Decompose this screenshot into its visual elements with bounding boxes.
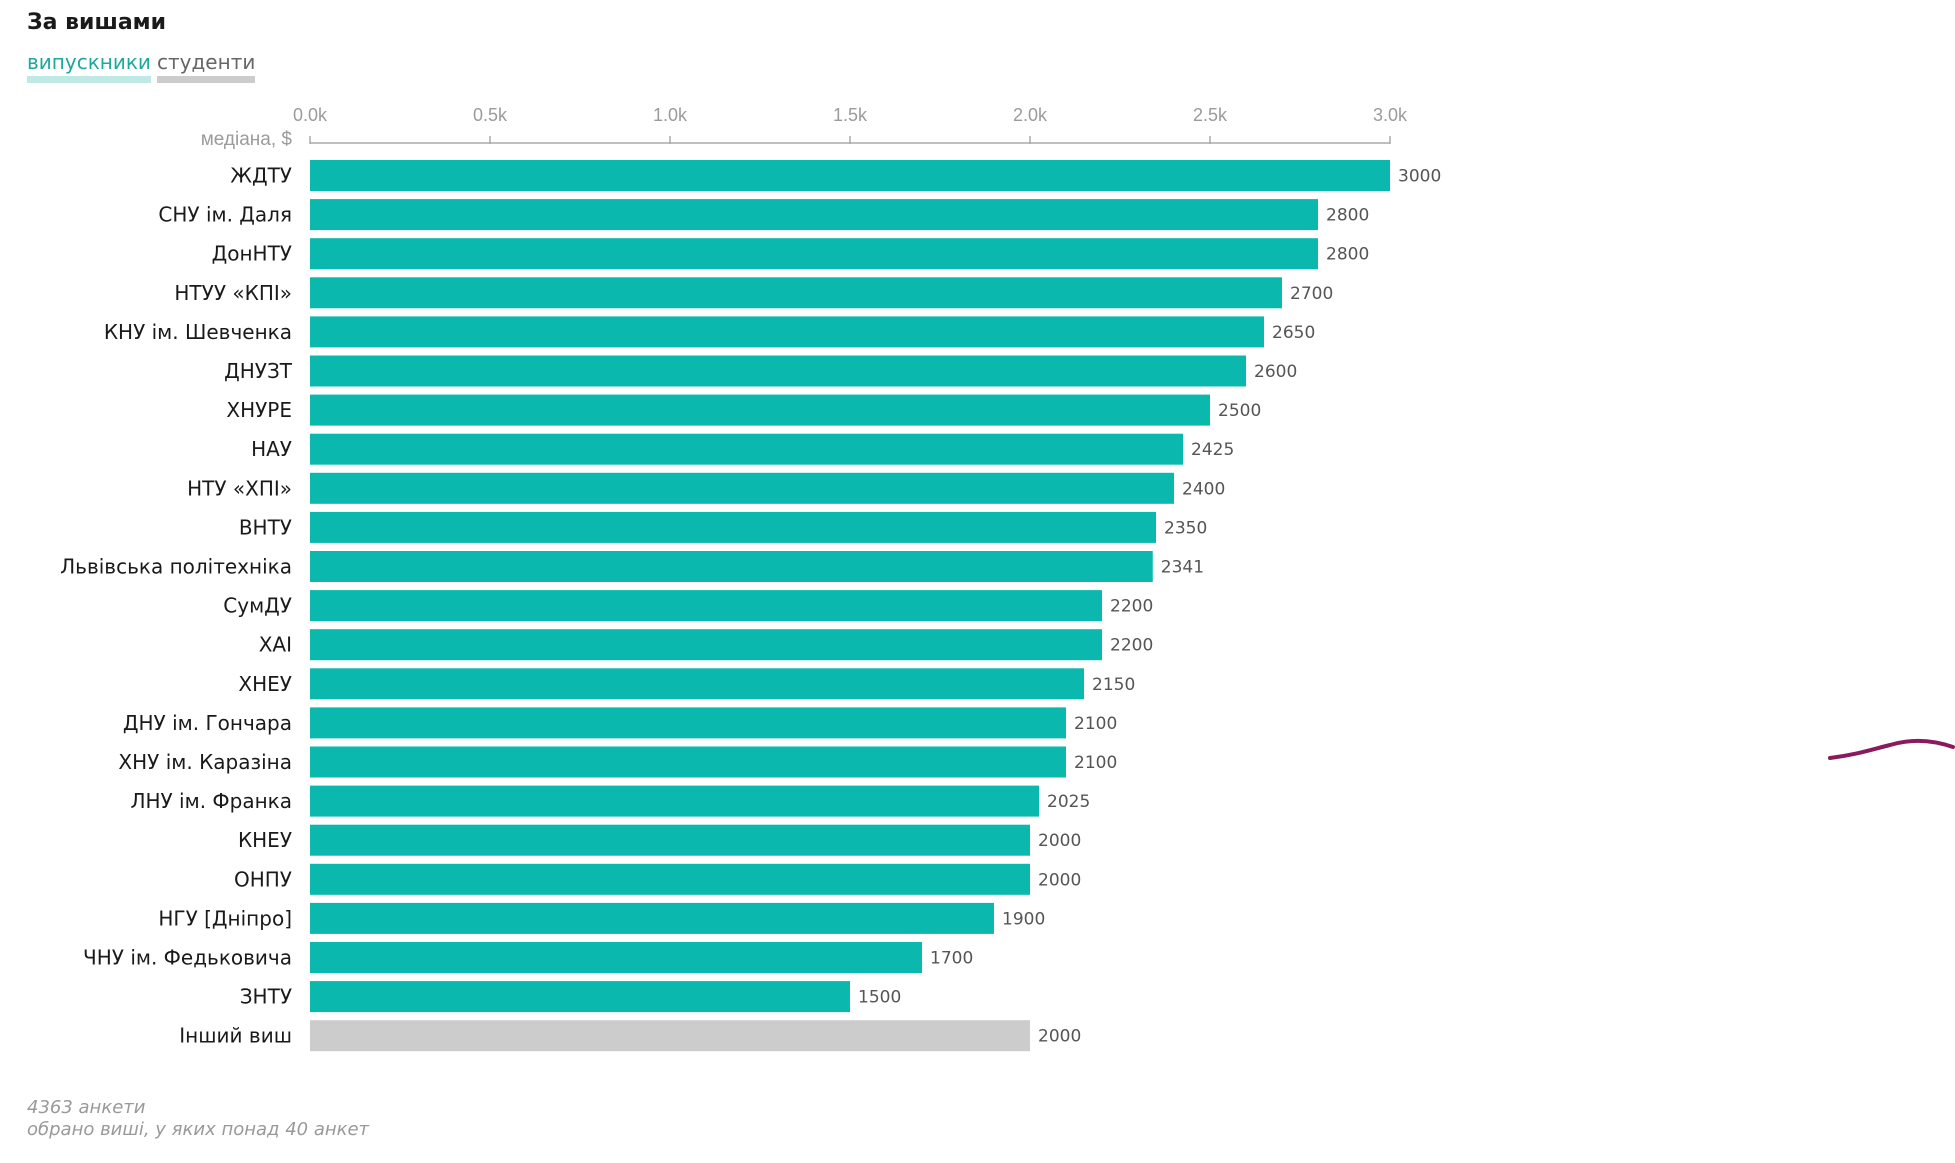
x-tick-label: 3.0k [1373, 105, 1408, 125]
bar[interactable] [310, 981, 850, 1013]
bar[interactable] [310, 551, 1153, 582]
category-label: ДНУ ім. Гончара [123, 711, 292, 735]
value-label: 2200 [1110, 636, 1153, 656]
bar[interactable] [310, 160, 1390, 191]
value-label: 2800 [1326, 206, 1369, 226]
category-label: НГУ [Дніпро] [158, 906, 292, 930]
category-label: Львівська політехніка [60, 555, 292, 579]
tab-graduates[interactable]: випускники [27, 50, 151, 83]
bar[interactable] [310, 511, 1156, 543]
bar[interactable] [310, 1020, 1030, 1052]
bar[interactable] [310, 746, 1066, 778]
category-label: НАУ [251, 437, 292, 461]
annotation-stroke [1828, 738, 1955, 760]
bar[interactable] [310, 472, 1174, 504]
bar[interactable] [310, 942, 922, 973]
bars: ЖДТУ 3000 СНУ ім. Даля 2800 ДонНТУ 2800 НТУУ «… [60, 160, 1441, 1052]
bar[interactable] [310, 277, 1282, 309]
value-label: 2200 [1110, 597, 1153, 617]
category-label: ОНПУ [234, 867, 292, 891]
bar[interactable] [310, 629, 1102, 661]
x-tick-label: 1.5k [833, 105, 868, 125]
category-label: ХНУРЕ [226, 398, 292, 422]
value-label: 1900 [1002, 909, 1045, 929]
category-label: ДНУЗТ [224, 359, 293, 383]
tab-students[interactable]: студенти [157, 50, 256, 83]
value-label: 2600 [1254, 362, 1297, 382]
value-label: 1700 [930, 949, 973, 969]
bar[interactable] [310, 863, 1030, 895]
category-label: ЗНТУ [240, 985, 292, 1009]
value-label: 2100 [1074, 714, 1117, 734]
value-label: 1500 [858, 988, 901, 1008]
bar[interactable] [310, 433, 1183, 465]
bar[interactable] [310, 902, 994, 934]
y-axis-label: медіана, $ [201, 129, 293, 150]
category-label: ХНУ ім. Каразіна [118, 750, 292, 774]
value-label: 2350 [1164, 518, 1207, 538]
category-label: СНУ ім. Даля [158, 203, 292, 227]
value-label: 2000 [1038, 870, 1081, 890]
value-label: 2425 [1191, 440, 1234, 460]
category-label: НТУУ «КПІ» [174, 281, 292, 305]
footnote-survey-count: 4363 анкети [27, 1097, 146, 1118]
chart-title: За вишами [27, 10, 167, 35]
x-tick-label: 1.0k [653, 105, 688, 125]
x-axis: 0.0k 0.5k 1.0k 1.5k 2.0k 2.5k 3.0k [293, 105, 1408, 144]
value-label: 3000 [1398, 167, 1441, 187]
category-label: ЛНУ ім. Франка [130, 789, 292, 813]
bar[interactable] [310, 316, 1264, 348]
bar[interactable] [310, 785, 1039, 817]
value-label: 2000 [1038, 1027, 1081, 1047]
x-tick-label: 0.0k [293, 105, 328, 125]
bar[interactable] [310, 355, 1246, 387]
value-label: 2025 [1047, 792, 1090, 812]
x-tick-label: 0.5k [473, 105, 508, 125]
bar[interactable] [310, 668, 1084, 700]
x-tick-label: 2.5k [1193, 105, 1228, 125]
footnote-selection: обрано виші, у яких понад 40 анкет [27, 1119, 370, 1140]
category-label: ЖДТУ [230, 164, 292, 188]
category-label: Інший виш [179, 1024, 292, 1048]
category-label: НТУ «ХПІ» [187, 476, 292, 500]
bar[interactable] [310, 238, 1318, 270]
category-label: ХНЕУ [238, 672, 292, 696]
value-label: 2800 [1326, 245, 1369, 265]
bar[interactable] [310, 824, 1030, 856]
x-tick-label: 2.0k [1013, 105, 1048, 125]
value-label: 2341 [1161, 558, 1204, 578]
value-label: 2100 [1074, 753, 1117, 773]
bar[interactable] [310, 199, 1318, 231]
category-label: ДонНТУ [212, 242, 292, 266]
value-label: 2650 [1272, 323, 1315, 343]
bar[interactable] [310, 707, 1066, 739]
category-label: ВНТУ [239, 515, 292, 539]
category-label: КНЕУ [238, 828, 292, 852]
category-label: ХАІ [259, 633, 292, 657]
bar[interactable] [310, 394, 1210, 426]
value-label: 2700 [1290, 284, 1333, 304]
category-label: СумДУ [223, 594, 292, 618]
value-label: 2150 [1092, 675, 1135, 695]
value-label: 2000 [1038, 831, 1081, 851]
value-label: 2500 [1218, 401, 1261, 421]
category-label: ЧНУ ім. Федьковича [83, 946, 292, 970]
value-label: 2400 [1182, 479, 1225, 499]
bar[interactable] [310, 590, 1102, 622]
category-label: КНУ ім. Шевченка [104, 320, 292, 344]
